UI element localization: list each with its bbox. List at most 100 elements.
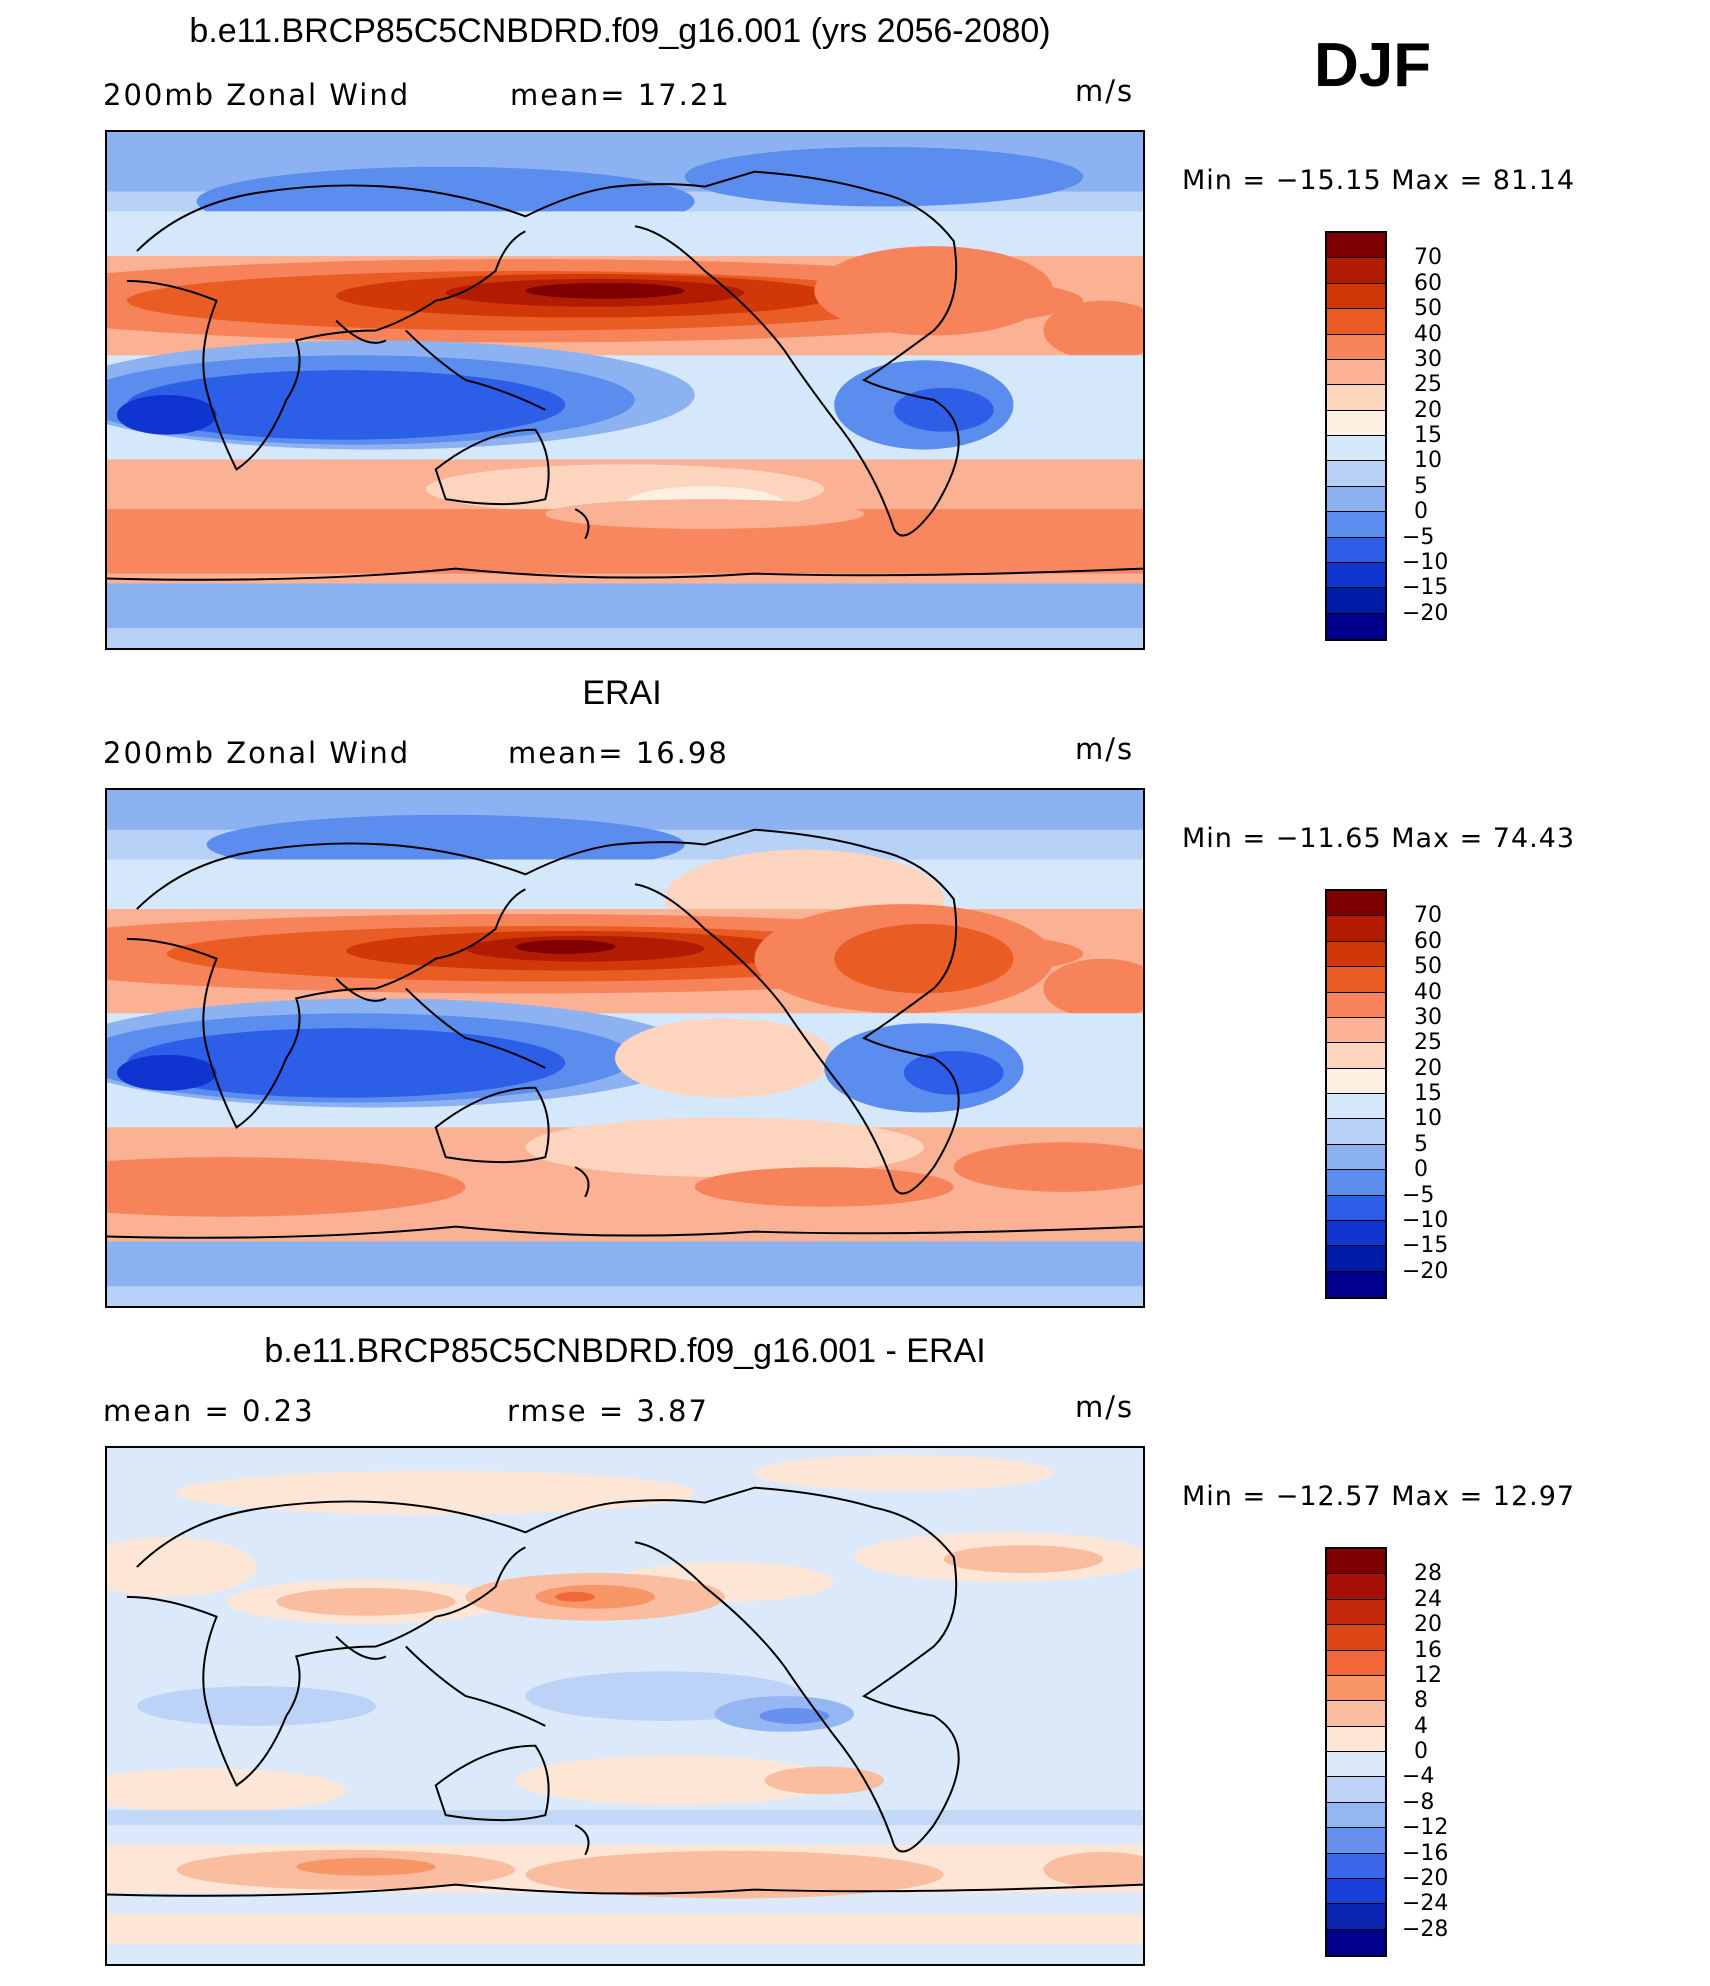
min-max-label: Min = −15.15 Max = 81.14 (1182, 165, 1576, 196)
colorbar-box (1327, 385, 1385, 411)
colorbar-tick-label: −4 (1402, 1764, 1435, 1790)
colorbar-tick-label: 15 (1414, 1081, 1442, 1106)
colorbar (1325, 1547, 1387, 1957)
colorbar-box (1327, 512, 1385, 538)
colorbar-box (1327, 1904, 1385, 1930)
colorbar-box (1327, 233, 1385, 259)
colorbar-box (1327, 1878, 1385, 1905)
colorbar-tick-label: 16 (1414, 1637, 1442, 1663)
colorbar-box (1327, 1853, 1385, 1879)
colorbar-tick-label: 30 (1414, 1004, 1442, 1030)
colorbar-tick-label: −20 (1402, 600, 1449, 626)
colorbar-box (1327, 1701, 1385, 1727)
panel-left-label: mean = 0.23 (103, 1394, 315, 1428)
colorbar-box (1327, 1726, 1385, 1752)
colorbar-tick-label: 5 (1414, 1131, 1428, 1157)
min-max-label: Min = −12.57 Max = 12.97 (1182, 1481, 1576, 1512)
colorbar-tick-label: −5 (1402, 1182, 1435, 1208)
colorbar-box (1327, 283, 1385, 310)
panel-title: ERAI (582, 674, 662, 712)
colorbar-tick-label: −5 (1402, 524, 1435, 550)
colorbar-tick-label: 30 (1414, 346, 1442, 372)
colorbar-tick-label: 8 (1414, 1688, 1428, 1714)
colorbar-tick-label: 60 (1414, 928, 1442, 954)
colorbar-box (1327, 1271, 1385, 1297)
colorbar-tick-label: 15 (1414, 423, 1442, 448)
colorbar-tick-label: 70 (1414, 245, 1442, 271)
colorbar-box (1327, 436, 1385, 462)
colorbar-box (1327, 1068, 1385, 1094)
colorbar-tick-label: 0 (1414, 1739, 1428, 1764)
colorbar-box (1327, 1195, 1385, 1221)
colorbar-box (1327, 1625, 1385, 1651)
panel-title: b.e11.BRCP85C5CNBDRD.f09_g16.001 (yrs 20… (189, 12, 1051, 50)
colorbar-tick-label: −10 (1402, 549, 1449, 575)
colorbar (1325, 889, 1387, 1299)
colorbar-tick-label: 20 (1414, 1612, 1442, 1638)
colorbar-box (1327, 941, 1385, 968)
season-label: DJF (1314, 31, 1432, 100)
colorbar-tick-label: −20 (1402, 1865, 1449, 1891)
colorbar-tick-label: 20 (1414, 397, 1442, 423)
panel-units: m/s (1075, 74, 1135, 108)
colorbar-tick-label: −24 (1402, 1891, 1449, 1917)
colorbar-tick-label: 40 (1414, 321, 1442, 347)
colorbar-tick-label: −20 (1402, 1258, 1449, 1284)
colorbar-box (1327, 334, 1385, 360)
colorbar-box (1327, 1170, 1385, 1196)
colorbar-box (1327, 410, 1385, 436)
panel-units: m/s (1075, 732, 1135, 766)
colorbar-tick-label: 10 (1414, 448, 1442, 474)
colorbar-tick-label: −10 (1402, 1207, 1449, 1233)
colorbar-box (1327, 1929, 1385, 1955)
colorbar-box (1327, 1650, 1385, 1676)
panel-left-label: 200mb Zonal Wind (103, 736, 411, 770)
colorbar-box (1327, 1094, 1385, 1120)
colorbar-tick-label: 40 (1414, 979, 1442, 1005)
colorbar-box (1327, 537, 1385, 563)
colorbar-box (1327, 1599, 1385, 1626)
colorbar-box (1327, 309, 1385, 335)
colorbar-box (1327, 258, 1385, 284)
colorbar-box (1327, 1119, 1385, 1145)
colorbar-tick-label: 50 (1414, 954, 1442, 980)
zonal-wind-map (105, 130, 1145, 650)
colorbar-tick-label: −15 (1402, 575, 1449, 601)
colorbar-tick-label: 20 (1414, 1055, 1442, 1081)
colorbar-box (1327, 1220, 1385, 1247)
colorbar-box (1327, 891, 1385, 917)
zonal-wind-map (105, 788, 1145, 1308)
colorbar-tick-label: 60 (1414, 270, 1442, 296)
colorbar-box (1327, 916, 1385, 942)
colorbar-box (1327, 1246, 1385, 1272)
colorbar-box (1327, 588, 1385, 614)
colorbar-box (1327, 1017, 1385, 1044)
panel-left-label: 200mb Zonal Wind (103, 78, 411, 112)
panel-center-label: mean= 17.21 (510, 78, 731, 112)
colorbar-box (1327, 992, 1385, 1018)
colorbar-box (1327, 1777, 1385, 1803)
panel-center-label: mean= 16.98 (508, 736, 729, 770)
colorbar-box (1327, 1144, 1385, 1171)
colorbar-box (1327, 359, 1385, 386)
colorbar-tick-label: 70 (1414, 903, 1442, 929)
colorbar-tick-label: 25 (1414, 372, 1442, 398)
colorbar-tick-label: 0 (1414, 1157, 1428, 1183)
colorbar-box (1327, 1043, 1385, 1069)
panel-title: b.e11.BRCP85C5CNBDRD.f09_g16.001 - ERAI (264, 1332, 986, 1370)
colorbar-tick-label: 28 (1414, 1561, 1442, 1587)
zonal-wind-map (105, 1446, 1145, 1966)
colorbar-tick-label: −15 (1402, 1233, 1449, 1259)
colorbar-box (1327, 461, 1385, 487)
colorbar-tick-label: −8 (1402, 1789, 1435, 1815)
colorbar-box (1327, 486, 1385, 513)
colorbar-tick-label: −12 (1402, 1815, 1449, 1841)
colorbar-box (1327, 1752, 1385, 1778)
colorbar-tick-label: −28 (1402, 1916, 1449, 1942)
colorbar-box (1327, 1549, 1385, 1575)
colorbar-tick-label: 12 (1414, 1662, 1442, 1688)
panel-center-label: rmse = 3.87 (507, 1394, 709, 1428)
colorbar-box (1327, 1802, 1385, 1829)
colorbar-tick-label: 50 (1414, 296, 1442, 322)
colorbar-tick-label: 4 (1414, 1713, 1428, 1739)
